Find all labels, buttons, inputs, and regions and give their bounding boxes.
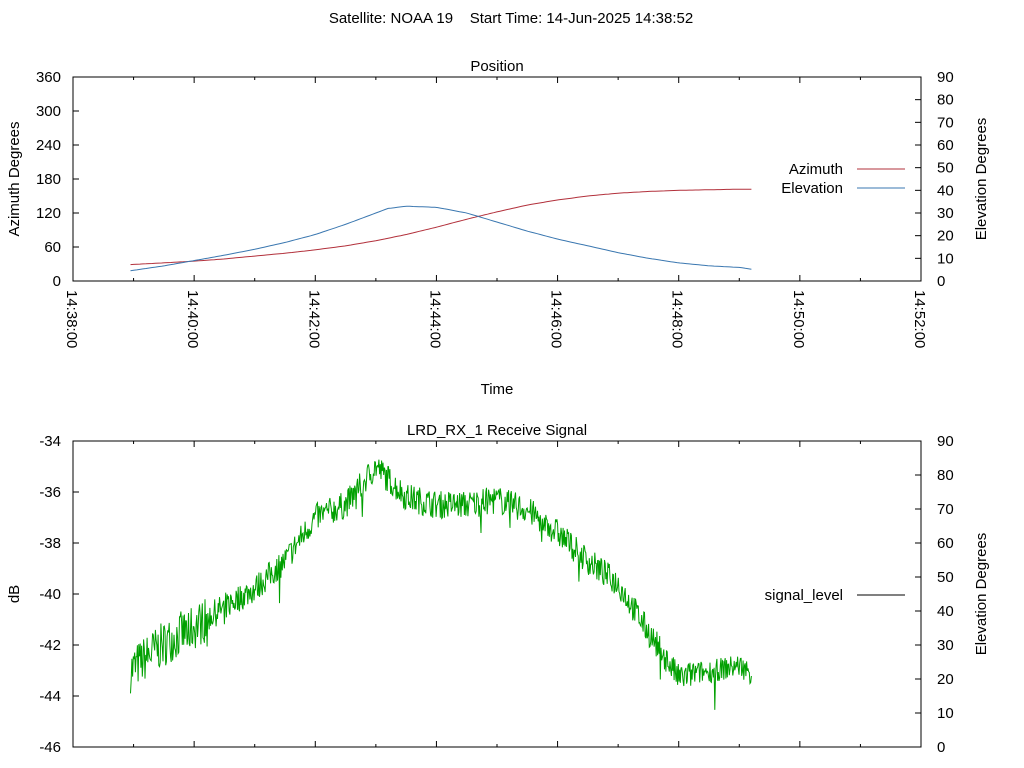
y2-tick-label: 90 — [937, 433, 954, 450]
y2-tick-label: 50 — [937, 569, 954, 586]
y2-tick-label: 10 — [937, 705, 954, 722]
series-line-signal-level — [130, 459, 752, 710]
x-tick-label: 14:52:00 — [911, 290, 928, 348]
y2-tick-label: 80 — [937, 467, 954, 484]
y-tick-label: -40 — [39, 586, 61, 603]
y2-tick-label: 80 — [937, 92, 954, 109]
y-tick-label: 240 — [36, 137, 61, 154]
position-ticks: 14:38:00 14:40:00 14:42:00 14:44:00 14:46:00… — [36, 69, 954, 348]
signal-panel: LRD_RX_1 Receive Signal -46-44-42-40-38-… — [6, 422, 990, 756]
position-series-layer — [130, 188, 752, 272]
position-x-axis-label: Time — [481, 381, 514, 398]
y2-tick-label: 70 — [937, 501, 954, 518]
y-tick-label: 300 — [36, 103, 61, 120]
y-tick-label: -36 — [39, 484, 61, 501]
position-panel: Position 14:38:00 14:40:00 14:42:00 14:44:0… — [6, 58, 990, 398]
x-tick-label: 14:42:00 — [305, 290, 322, 348]
x-tick-label: 14:40:00 — [184, 290, 201, 348]
y2-tick-label: 60 — [937, 137, 954, 154]
x-tick-label: 14:50:00 — [790, 290, 807, 348]
x-tick-label: 14:46:00 — [548, 290, 565, 348]
legend-label: Elevation — [781, 180, 843, 197]
signal-y-axis-label: dB — [6, 585, 23, 603]
x-tick-label: 14:44:00 — [426, 290, 443, 348]
signal-y2-axis-label: Elevation Degrees — [973, 533, 990, 656]
signal-ticks: -46 -44 -42 -40 -38 -36 -34 0 10 20 30 40 50 60 70 80 90 — [39, 433, 953, 756]
y2-tick-label: 0 — [937, 273, 945, 290]
y2-tick-label: 30 — [937, 637, 954, 654]
y-tick-label: -42 — [39, 637, 61, 654]
y2-tick-label: 40 — [937, 182, 954, 199]
y-tick-label: 0 — [53, 273, 61, 290]
y-tick-label: -44 — [39, 688, 61, 705]
position-y2-axis-label: Elevation Degrees — [973, 118, 990, 241]
series-line-elevation — [130, 205, 752, 272]
y-tick-label: -34 — [39, 433, 61, 450]
y2-tick-label: 20 — [937, 228, 954, 245]
y2-tick-label: 40 — [937, 603, 954, 620]
signal-title: LRD_RX_1 Receive Signal — [407, 422, 587, 439]
y-tick-label: -38 — [39, 535, 61, 552]
x-tick-label: 14:38:00 — [63, 290, 80, 348]
y2-tick-label: 30 — [937, 205, 954, 222]
y-tick-label: 120 — [36, 205, 61, 222]
legend-label: signal_level — [765, 587, 843, 604]
x-tick-label: 14:48:00 — [669, 290, 686, 348]
legend-label: Azimuth — [789, 161, 843, 178]
y-tick-label: 360 — [36, 69, 61, 86]
y2-tick-label: 10 — [937, 250, 954, 267]
y-tick-label: 60 — [44, 239, 61, 256]
y2-tick-label: 70 — [937, 114, 954, 131]
y2-tick-label: 0 — [937, 739, 945, 756]
y2-tick-label: 90 — [937, 69, 954, 86]
y2-tick-label: 20 — [937, 671, 954, 688]
position-legend: Azimuth Elevation — [781, 161, 905, 197]
position-plot-frame — [72, 76, 922, 282]
signal-legend: signal_level — [765, 587, 905, 604]
y2-tick-label: 50 — [937, 160, 954, 177]
y-tick-label: -46 — [39, 739, 61, 756]
figure-suptitle: Satellite: NOAA 19 Start Time: 14-Jun-20… — [329, 10, 693, 27]
y-tick-label: 180 — [36, 171, 61, 188]
y2-tick-label: 60 — [937, 535, 954, 552]
series-line-azimuth — [130, 188, 752, 266]
position-title: Position — [470, 58, 523, 75]
position-y-axis-label: Azimuth Degrees — [6, 121, 23, 236]
signal-series-layer — [130, 459, 752, 710]
